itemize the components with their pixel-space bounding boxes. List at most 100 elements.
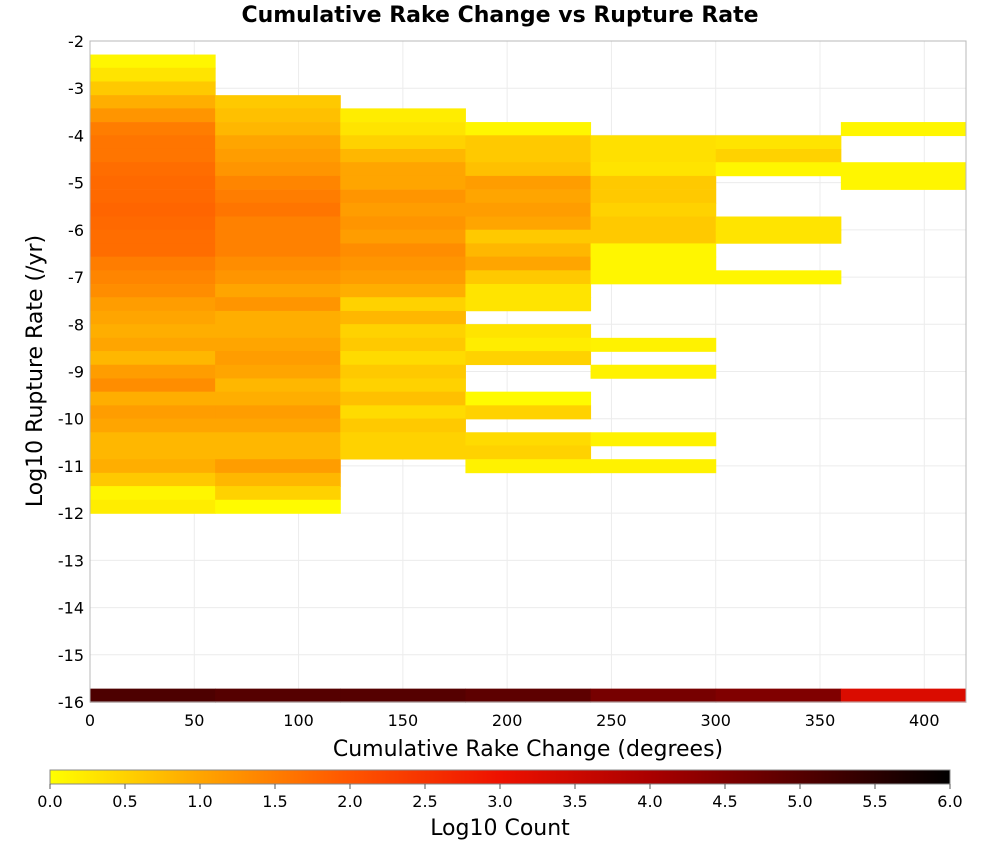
heatmap-cell (90, 95, 216, 110)
heatmap-cell (465, 243, 592, 258)
heatmap-cell (215, 284, 341, 299)
heatmap-cell (340, 202, 466, 217)
x-tick-label: 100 (283, 711, 314, 730)
heatmap-cell (215, 459, 341, 474)
heatmap-cell (715, 148, 842, 163)
heatmap-cell (590, 256, 717, 271)
colorbar-tick-label: 4.5 (712, 792, 737, 811)
heatmap-cell (215, 135, 341, 150)
heatmap-cell (215, 162, 341, 177)
x-tick-label: 50 (184, 711, 204, 730)
heatmap-cell (465, 297, 592, 312)
heatmap-cell (90, 459, 216, 474)
x-tick-label: 0 (85, 711, 95, 730)
heatmap-cell (715, 135, 842, 150)
heatmap-cell (465, 688, 592, 703)
heatmap-cell (215, 418, 341, 433)
heatmap-cell (215, 148, 341, 163)
heatmap-cell (590, 270, 717, 285)
y-axis-ticks: -2 -3 -4 -5 -6 -7 -8 -9 -10 -11 -12 -13 -14 -15 -16 (58, 32, 84, 712)
heatmap-cell (90, 499, 216, 514)
heatmap-cell (340, 378, 466, 393)
heatmap-cell (90, 108, 216, 123)
heatmap-cell (340, 243, 466, 258)
y-axis-label: Log10 Rupture Rate (/yr) (23, 235, 48, 507)
heatmap-cell (90, 486, 216, 501)
heatmap-cell (465, 432, 592, 447)
colorbar-tick-label: 3.0 (487, 792, 512, 811)
heatmap-cell (215, 472, 341, 487)
heatmap-cell (590, 162, 717, 177)
heatmap-cell (215, 216, 341, 231)
heatmap-cell (340, 284, 466, 299)
heatmap-cell (340, 364, 466, 379)
heatmap-cell (90, 391, 216, 406)
y-tick-label: -14 (58, 599, 84, 618)
heatmap-cell (465, 148, 592, 163)
x-tick-label: 300 (700, 711, 731, 730)
heatmap-cell (340, 688, 466, 703)
heatmap-cell (590, 337, 717, 352)
heatmap-cell (90, 54, 216, 69)
heatmap-cell (340, 189, 466, 204)
heatmap-cell (340, 445, 466, 460)
heatmap-cell (590, 135, 717, 150)
heatmap-cell (90, 202, 216, 217)
heatmap-cell (215, 445, 341, 460)
heatmap-cell (590, 202, 717, 217)
plot-area-frame (89, 40, 967, 703)
y-tick-label: -12 (58, 504, 84, 523)
heatmap-cell (340, 122, 466, 137)
heatmap-cell (215, 324, 341, 339)
heatmap-cell (90, 351, 216, 366)
heatmap-cell (90, 310, 216, 325)
y-tick-label: -11 (58, 457, 84, 476)
heatmap-cell (340, 310, 466, 325)
heatmap-cell (715, 270, 842, 285)
colorbar-tick-label: 0.5 (112, 792, 137, 811)
heatmap-cell (465, 337, 592, 352)
heatmap-cell (215, 310, 341, 325)
y-tick-label: -16 (58, 693, 84, 712)
heatmap-cell (215, 297, 341, 312)
y-tick-label: -8 (68, 315, 84, 334)
heatmap-cell (590, 148, 717, 163)
heatmap-cell (340, 135, 466, 150)
colorbar-tick-label: 3.5 (562, 792, 587, 811)
heatmap-cell (340, 162, 466, 177)
heatmap-cell (215, 432, 341, 447)
heatmap-cell (215, 405, 341, 420)
heatmap-cell (215, 175, 341, 190)
heatmap-cell (90, 378, 216, 393)
heatmap-cell (215, 337, 341, 352)
heatmap-cell (340, 391, 466, 406)
heatmap-cell (465, 445, 592, 460)
y-tick-label: -6 (68, 221, 84, 240)
heatmap-cell (340, 148, 466, 163)
heatmap-cell (465, 189, 592, 204)
heatmap-cell (715, 229, 842, 244)
heatmap-cell (90, 67, 216, 82)
heatmap-cell (215, 95, 341, 110)
colorbar-tick-label: 4.0 (637, 792, 662, 811)
heatmap-cell (465, 351, 592, 366)
heatmap-cell (340, 405, 466, 420)
y-tick-label: -13 (58, 551, 84, 570)
heatmap-cell (90, 364, 216, 379)
y-tick-label: -2 (68, 32, 84, 51)
heatmap-cell (465, 216, 592, 231)
heatmap-cell (215, 256, 341, 271)
heatmap-cell (90, 216, 216, 231)
heatmap-cell (590, 688, 717, 703)
heatmap-cell (90, 81, 216, 96)
heatmap-cell (340, 324, 466, 339)
x-axis-ticks: 0 50 100 150 200 250 300 350 400 (85, 711, 940, 730)
colorbar-ticks: 0.0 0.5 1.0 1.5 2.0 2.5 3.0 3.5 4.0 4.5 5.0 5.5 6.0 (37, 784, 963, 811)
colorbar-tick-label: 5.0 (787, 792, 812, 811)
heatmap-cell (215, 108, 341, 123)
heatmap-cell (90, 256, 216, 271)
colorbar-tick-label: 5.5 (862, 792, 887, 811)
heatmap-cell (715, 216, 842, 231)
heatmap-cell (465, 229, 592, 244)
heatmap-cell (465, 324, 592, 339)
